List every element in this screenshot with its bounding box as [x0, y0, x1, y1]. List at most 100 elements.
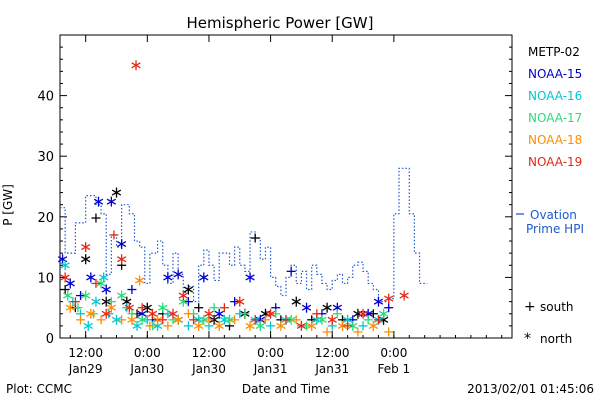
data-point-south: [230, 315, 240, 325]
point-stroke: [373, 298, 384, 305]
data-point-north: [63, 290, 73, 301]
x-tick-time: 12:00: [315, 346, 350, 360]
point-stroke: [86, 310, 96, 317]
data-point-south: [219, 303, 229, 313]
data-point-north: [173, 314, 183, 325]
data-point-north: [276, 320, 286, 331]
x-tick-date: Jan31: [253, 362, 288, 376]
x-tick-time: 0:00: [134, 346, 161, 360]
data-point-north: [286, 314, 296, 325]
point-stroke: [358, 310, 368, 317]
data-points: [57, 60, 409, 337]
data-point-south: [384, 303, 394, 313]
legend-item: NOAA-17: [528, 111, 582, 125]
data-point-south: [96, 315, 106, 325]
point-stroke: [65, 280, 75, 287]
data-point-south: [240, 309, 250, 319]
data-point-north: [101, 284, 111, 295]
point-stroke: [127, 316, 137, 323]
data-point-north: [81, 254, 91, 265]
data-point-north: [163, 272, 173, 283]
point-stroke: [81, 256, 91, 263]
point-stroke: [111, 316, 122, 323]
data-point-south: [363, 315, 373, 325]
point-stroke: [173, 316, 183, 323]
point-stroke: [173, 271, 183, 278]
data-point-north: [111, 314, 122, 325]
data-point-north: [209, 314, 219, 325]
data-point-south: [291, 315, 301, 325]
data-point-north: [65, 302, 75, 313]
x-tick-time: 0:00: [380, 346, 407, 360]
point-stroke: [137, 310, 147, 317]
x-tick-date: Jan29: [68, 362, 103, 376]
point-stroke: [116, 256, 127, 263]
y-tick-label: 20: [37, 211, 54, 226]
data-point-south: [271, 309, 281, 319]
data-point-south: [281, 315, 291, 325]
point-stroke: [265, 310, 276, 317]
point-stroke: [83, 322, 93, 329]
point-stroke: [142, 304, 152, 311]
data-point-north: [131, 60, 141, 71]
legend-item: NOAA-16: [528, 89, 582, 103]
data-point-north: [265, 308, 276, 319]
point-stroke: [81, 292, 91, 299]
point-stroke: [122, 298, 132, 305]
legend-item: NOAA-15: [528, 67, 582, 81]
data-point-south: [109, 230, 119, 240]
point-stroke: [291, 298, 301, 305]
data-point-north: [116, 254, 127, 265]
data-point-north: [199, 314, 209, 325]
timestamp: 2013/02/01 01:45:06: [467, 382, 594, 396]
legend-item: NOAA-19: [528, 155, 582, 169]
marker-legend: + south * north: [524, 299, 574, 347]
data-point-south: [117, 315, 127, 325]
data-point-south: [353, 327, 363, 337]
data-point-north: [106, 302, 117, 313]
point-stroke: [348, 322, 358, 329]
data-point-south: [145, 321, 155, 331]
data-point-north: [106, 196, 117, 207]
data-point-south: [137, 303, 147, 313]
legend-item: METP-02: [528, 45, 580, 59]
data-point-north: [178, 290, 188, 301]
data-point-south: [312, 309, 322, 319]
point-stroke: [255, 322, 265, 329]
data-point-north: [194, 320, 204, 331]
data-point-south: [322, 327, 332, 337]
data-point-south: [91, 278, 101, 288]
x-axis-title: Date and Time: [242, 382, 330, 396]
data-point-south: [358, 321, 368, 331]
data-point-north: [348, 320, 358, 331]
point-stroke: [194, 322, 204, 329]
point-stroke: [327, 316, 337, 323]
data-point-north: [307, 320, 317, 331]
point-stroke: [116, 241, 127, 248]
point-stroke: [337, 322, 348, 329]
point-stroke: [178, 298, 188, 305]
data-point-north: [116, 290, 127, 301]
point-stroke: [96, 280, 106, 287]
data-point-north: [317, 314, 327, 325]
data-point-north: [132, 320, 142, 331]
y-tick-label: 40: [37, 90, 54, 105]
data-point-south: [158, 315, 168, 325]
point-stroke: [399, 292, 409, 299]
data-point-north: [137, 314, 147, 325]
data-point-south: [91, 213, 101, 223]
data-point-north: [127, 314, 137, 325]
data-point-north: [384, 293, 394, 304]
data-point-north: [91, 296, 101, 307]
point-stroke: [301, 304, 312, 311]
data-point-north: [358, 308, 368, 319]
data-point-north: [378, 308, 389, 319]
y-tick-label: 30: [37, 150, 54, 165]
data-point-north: [199, 272, 209, 283]
data-point-north: [183, 284, 194, 295]
data-point-south: [183, 309, 193, 319]
marker-legend-north-symbol: *: [524, 331, 531, 347]
data-point-south: [373, 315, 383, 325]
point-stroke: [168, 310, 178, 317]
